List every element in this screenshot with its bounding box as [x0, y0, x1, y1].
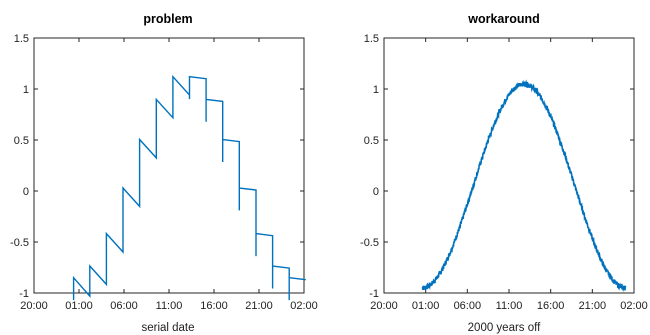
xtick-label: 20:00: [370, 300, 398, 312]
xtick-label: 01:00: [65, 300, 93, 312]
xtick-label: 21:00: [579, 300, 607, 312]
ytick-label: 1.5: [14, 33, 29, 45]
ytick-label: 1: [23, 84, 29, 96]
ytick-label: -0.5: [10, 237, 29, 249]
series-workaround: [421, 79, 627, 292]
xtick-label: 06:00: [454, 300, 482, 312]
series-line-workaround: [421, 79, 627, 292]
ytick-label: 1.5: [364, 33, 379, 45]
ytick-label: 1: [373, 84, 379, 96]
axes-workaround: workaround -1 -0.5 0 0.5 1 1.5 20:00 01:00 06:00…: [360, 12, 648, 334]
series-problem: [72, 74, 306, 301]
ytick-label: 0: [23, 186, 29, 198]
ytick-label: 0.5: [14, 135, 29, 147]
xtick-label: 11:00: [496, 300, 523, 312]
xlabel-workaround: 2000 years off: [468, 322, 541, 334]
ticks-workaround: -1 -0.5 0 0.5 1 1.5 20:00 01:00 06:00 11:00 16:00 2…: [360, 33, 648, 312]
xtick-label: 01:00: [412, 300, 440, 312]
xtick-label: 16:00: [537, 300, 565, 312]
series-line-problem: [72, 74, 306, 301]
plot-area-workaround: [383, 37, 635, 294]
ytick-label: 0.5: [364, 135, 379, 147]
plot-area-problem: [33, 37, 305, 294]
ytick-label: -1: [19, 288, 29, 300]
ytick-label: -0.5: [360, 237, 379, 249]
title-problem: problem: [143, 12, 192, 26]
xtick-label: 11:00: [156, 300, 183, 312]
ytick-label: -1: [369, 288, 379, 300]
title-workaround: workaround: [467, 12, 540, 26]
xtick-label: 02:00: [620, 300, 648, 312]
xtick-label: 21:00: [245, 300, 273, 312]
xtick-label: 16:00: [200, 300, 228, 312]
xlabel-problem: serial date: [141, 322, 194, 334]
ticks-problem: -1 -0.5 0 0.5 1 1.5 20:00 01:00 06:00 11:00 16:00 2…: [10, 33, 318, 312]
ytick-label: 0: [373, 186, 379, 198]
xtick-label: 06:00: [110, 300, 138, 312]
xtick-label: 20:00: [20, 300, 48, 312]
xtick-label: 02:00: [290, 300, 318, 312]
axes-problem: problem -1 -0.5 0 0.5 1 1.5 20:00 01:00 06:00 11:…: [10, 12, 318, 334]
